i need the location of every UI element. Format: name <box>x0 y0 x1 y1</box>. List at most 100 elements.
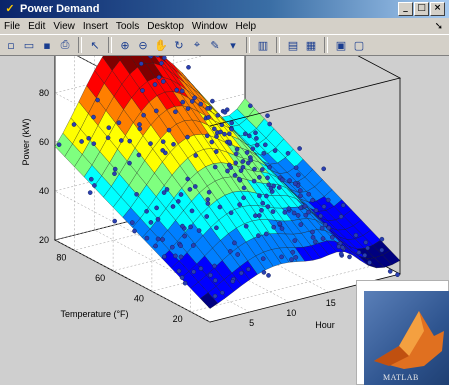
dock-icon[interactable]: ▢ <box>353 38 365 52</box>
zoom-in-icon[interactable]: ⊕ <box>120 38 130 52</box>
tick-label-hour: 10 <box>286 308 296 318</box>
brush-icon[interactable]: ✎ <box>210 38 220 52</box>
close-button[interactable]: × <box>430 2 445 16</box>
scatter-point <box>185 176 190 182</box>
scatter-point <box>86 136 91 141</box>
scatter-point <box>136 152 142 158</box>
scatter-point <box>205 106 210 111</box>
membrane-logo-icon <box>374 311 444 369</box>
scatter-point <box>160 148 165 153</box>
scatter-point <box>148 220 154 225</box>
scatter-point <box>310 197 315 203</box>
scatter-point <box>204 214 209 219</box>
save-icon[interactable]: ▪ <box>43 38 51 52</box>
scatter-point <box>270 209 276 214</box>
scatter-point <box>277 221 283 226</box>
menu-edit[interactable]: Edit <box>28 21 46 32</box>
menu-view[interactable]: View <box>53 21 75 32</box>
minimize-button[interactable]: _ <box>398 2 413 16</box>
scatter-point <box>243 223 249 229</box>
scatter-point <box>227 249 233 254</box>
maximize-button[interactable]: □ <box>414 2 429 16</box>
scatter-point <box>246 266 251 272</box>
new-icon[interactable]: ▫ <box>7 38 15 52</box>
scatter-point <box>279 254 284 260</box>
link-icon[interactable]: ▾ <box>230 38 236 52</box>
scatter-point <box>298 205 304 210</box>
pointer-icon[interactable]: ↖ <box>90 38 100 52</box>
scatter-point <box>338 251 344 257</box>
scatter-point <box>265 204 271 209</box>
scatter-point <box>175 199 181 204</box>
scatter-point <box>353 232 359 238</box>
logo-background <box>364 291 449 385</box>
scatter-point <box>279 226 285 231</box>
scatter-point <box>212 293 218 299</box>
scatter-point <box>116 120 122 125</box>
menu-window[interactable]: Window <box>191 21 228 32</box>
menu-overflow-icon[interactable]: ➘ <box>434 21 443 32</box>
zoom-out-icon[interactable]: ⊖ <box>138 38 148 52</box>
legend-icon[interactable]: ▤ <box>287 38 299 52</box>
scatter-point <box>264 193 269 199</box>
scatter-point <box>211 126 217 132</box>
scatter-point <box>238 270 244 276</box>
scatter-point <box>212 164 218 170</box>
menu-insert[interactable]: Insert <box>82 21 108 32</box>
scatter-point <box>293 165 299 170</box>
scatter-point <box>261 270 267 275</box>
power-demand-3d-plot[interactable]: 204060801002040608051015Power (kW)Temper… <box>0 56 449 385</box>
scatter-point <box>112 218 117 224</box>
scatter-point <box>127 138 132 144</box>
scatter-point <box>272 148 278 153</box>
scatter-point <box>266 273 271 278</box>
scatter-point <box>79 139 84 144</box>
scatter-point <box>180 223 185 229</box>
scatter-point <box>89 176 94 182</box>
scatter-point <box>298 193 303 199</box>
menu-file[interactable]: File <box>4 21 21 32</box>
scatter-point <box>227 139 232 145</box>
rotate-icon[interactable]: ↻ <box>174 38 184 52</box>
scatter-point <box>112 171 117 176</box>
toolbar-separator <box>324 37 328 53</box>
hide-plot-tools-icon[interactable]: ▦ <box>305 38 317 52</box>
scatter-point <box>192 95 197 101</box>
title-bar[interactable]: ✓ Power Demand _ □ × <box>0 0 449 18</box>
scatter-point <box>155 216 161 222</box>
show-plot-tools-icon[interactable]: ▣ <box>335 38 347 52</box>
menu-tools[interactable]: Tools <box>115 21 140 32</box>
scatter-point <box>106 125 112 130</box>
scatter-point <box>230 278 235 284</box>
scatter-point <box>171 142 176 147</box>
open-icon[interactable]: ▭ <box>23 38 35 52</box>
scatter-point <box>240 164 246 170</box>
tick-label-hour: 15 <box>326 298 336 308</box>
scatter-point <box>367 260 372 265</box>
data-cursor-icon[interactable]: ⌖ <box>193 38 201 51</box>
print-icon[interactable]: ⎙ <box>60 38 70 51</box>
tick-label-temperature: 80 <box>56 252 66 262</box>
scatter-point <box>282 210 288 215</box>
scatter-point <box>286 206 292 211</box>
scatter-point <box>295 172 301 178</box>
scatter-point <box>182 280 188 286</box>
scatter-point <box>160 139 166 144</box>
scatter-point <box>229 126 234 132</box>
scatter-point <box>254 136 259 141</box>
scatter-point <box>287 178 292 183</box>
toolbar-separator <box>276 37 280 53</box>
scatter-point <box>340 202 346 208</box>
scatter-point <box>95 97 100 103</box>
pan-icon[interactable]: ✋ <box>154 38 168 52</box>
scatter-point <box>137 122 142 127</box>
menu-desktop[interactable]: Desktop <box>147 21 184 32</box>
colorbar-icon[interactable]: ▥ <box>257 38 269 52</box>
scatter-point <box>261 150 267 156</box>
scatter-point <box>228 165 234 170</box>
scatter-point <box>336 244 342 249</box>
scatter-point <box>192 184 198 189</box>
scatter-point <box>154 205 159 211</box>
menu-help[interactable]: Help <box>235 21 257 32</box>
